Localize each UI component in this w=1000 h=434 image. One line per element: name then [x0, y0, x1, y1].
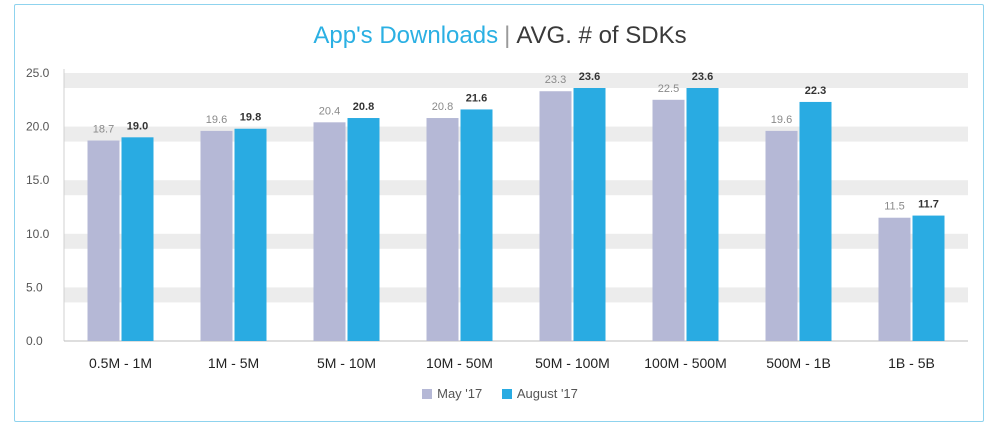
- legend-swatch-may: [422, 389, 433, 399]
- x-tick-label: 100M - 500M: [644, 355, 726, 371]
- x-tick-label: 5M - 10M: [317, 355, 376, 371]
- grid-band: [64, 73, 968, 89]
- grid-band: [64, 126, 968, 142]
- bar-august: [573, 88, 606, 342]
- bar-august: [121, 137, 154, 341]
- data-label-august: 19.8: [240, 112, 261, 124]
- x-tick-label: 50M - 100M: [535, 355, 610, 371]
- x-tick-label: 500M - 1B: [766, 355, 831, 371]
- y-tick-label: 0.0: [26, 334, 43, 348]
- x-tick-label: 10M - 50M: [426, 355, 493, 371]
- bar-august: [234, 128, 267, 341]
- grid-band: [64, 287, 968, 303]
- data-label-august: 19.0: [127, 120, 148, 132]
- data-label-august: 21.6: [466, 92, 487, 104]
- data-label-august: 23.6: [579, 71, 600, 83]
- data-label-may: 19.6: [206, 114, 227, 126]
- data-label-august: 23.6: [692, 71, 713, 83]
- data-label-may: 22.5: [658, 83, 679, 95]
- x-tick-label: 1B - 5B: [888, 355, 935, 371]
- bar-august: [799, 101, 832, 341]
- legend-label-august: August '17: [516, 386, 578, 401]
- y-tick-label: 25.0: [26, 66, 50, 80]
- y-tick-label: 15.0: [26, 173, 50, 187]
- legend-item-may: May '17: [422, 386, 482, 401]
- bar-august: [347, 118, 380, 341]
- y-tick-label: 5.0: [26, 280, 43, 294]
- grid-band: [64, 233, 968, 249]
- data-label-august: 20.8: [353, 101, 374, 113]
- x-tick-label: 1M - 5M: [208, 355, 259, 371]
- data-label-august: 11.7: [918, 199, 939, 211]
- data-label-may: 19.6: [771, 114, 792, 126]
- bar-may: [539, 91, 572, 341]
- bar-august: [686, 88, 719, 342]
- data-label-may: 11.5: [884, 201, 905, 213]
- bar-august: [912, 215, 945, 341]
- y-tick-label: 20.0: [26, 120, 50, 134]
- bar-august: [460, 109, 493, 341]
- bar-may: [878, 217, 911, 341]
- bar-may: [87, 140, 120, 341]
- grid-band: [64, 180, 968, 196]
- data-label-may: 20.4: [319, 105, 340, 117]
- chart-subtitle: AVG. # of SDKs: [516, 22, 687, 49]
- data-label-may: 20.8: [432, 101, 453, 113]
- bar-may: [765, 130, 798, 341]
- bar-may: [200, 130, 233, 341]
- title-separator: |: [504, 22, 511, 49]
- bar-may: [426, 118, 459, 341]
- data-label-may: 18.7: [93, 124, 114, 136]
- bar-may: [652, 99, 685, 341]
- chart-title-main: App's Downloads: [313, 22, 499, 49]
- legend-swatch-august: [501, 389, 512, 399]
- x-tick-label: 0.5M - 1M: [89, 355, 152, 371]
- chart-legend: May '17 August '17: [0, 386, 1000, 401]
- data-label-august: 22.3: [805, 85, 826, 97]
- chart-title: App's Downloads | AVG. # of SDKs: [0, 22, 1000, 50]
- data-label-may: 23.3: [545, 74, 566, 86]
- legend-label-may: May '17: [437, 386, 483, 401]
- y-tick-label: 10.0: [26, 227, 50, 241]
- legend-item-august: August '17: [501, 386, 578, 401]
- bar-may: [313, 122, 346, 341]
